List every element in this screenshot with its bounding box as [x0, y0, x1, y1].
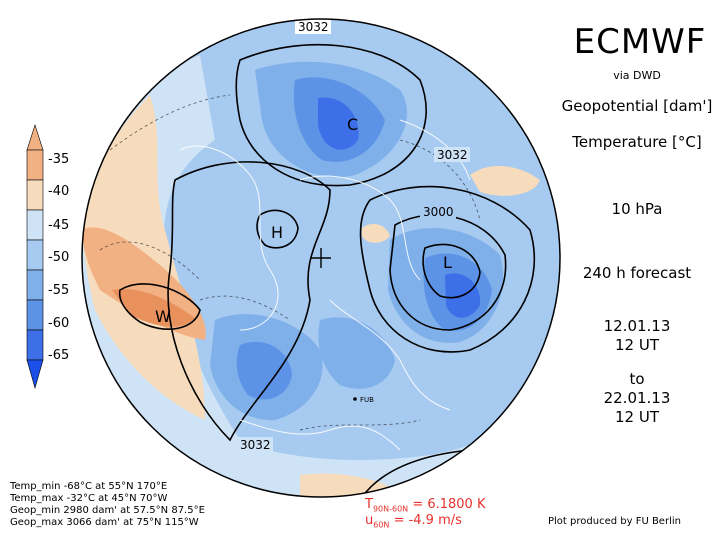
variable-geopotential: Geopotential [dam']: [561, 97, 713, 115]
legend-swatch-4: [26, 269, 44, 301]
marker-warm: W: [155, 307, 171, 326]
legend-top-arrow: [26, 124, 44, 151]
legend-swatch-6: [26, 329, 44, 361]
map-border: [81, 18, 561, 498]
fub-station-dot: [353, 397, 357, 401]
coastlines: [179, 119, 471, 451]
legend-label-0: -35: [48, 152, 70, 167]
init-time: 12 UT: [615, 336, 659, 354]
pole-marker: [311, 248, 331, 268]
t-subscript: 90N-60N: [372, 504, 409, 514]
t-symbol: T: [365, 497, 373, 512]
legend-swatch-0: [26, 149, 44, 181]
temperature-contours: [99, 94, 481, 431]
temperature-field: FUB 3032 3032 3000 3032 C H L W: [82, 19, 560, 497]
pressure-level: 10 hPa: [611, 200, 663, 218]
variable-temperature: Temperature [°C]: [572, 133, 702, 151]
legend-label-1: -40: [48, 184, 70, 199]
color-legend: [26, 124, 44, 390]
marker-high: H: [271, 223, 283, 242]
credit-label: Plot produced by FU Berlin: [548, 516, 681, 527]
legend-bottom-arrow: [26, 359, 44, 390]
contour-label-bottom: 3032: [240, 438, 271, 452]
contour-label-top: 3032: [298, 20, 329, 34]
contour-label-east: 3032: [437, 148, 468, 162]
marker-cold: C: [347, 115, 358, 134]
legend-swatch-2: [26, 209, 44, 241]
init-date: 12.01.13: [603, 317, 671, 335]
legend-label-3: -50: [48, 250, 70, 265]
source-label: via DWD: [613, 69, 661, 82]
forecast-lead: 240 h forecast: [582, 264, 692, 282]
u-symbol: u: [365, 513, 374, 528]
extremes-stats: Temp_min -68°C at 55°N 170°E Temp_max -3…: [10, 481, 205, 529]
u-subscript: 60N: [373, 520, 390, 530]
legend-label-2: -45: [48, 218, 70, 233]
legend-swatch-1: [26, 179, 44, 211]
temp-max: Temp_max -32°C at 45°N 70°W: [10, 493, 168, 504]
page-title: ECMWF: [573, 22, 707, 62]
fub-station-label: FUB: [360, 396, 374, 404]
temp-min: Temp_min -68°C at 55°N 170°E: [10, 481, 168, 492]
valid-time: 12 UT: [615, 408, 659, 426]
u-diagnostic: u60N = -4.9 m/s: [365, 513, 462, 530]
geop-max: Geop_max 3066 dam' at 75°N 115°W: [10, 517, 199, 528]
geop-min: Geop_min 2980 dam' at 57.5°N 87.5°E: [10, 505, 205, 516]
legend-label-4: -55: [48, 283, 70, 298]
legend-swatch-3: [26, 239, 44, 271]
t-value: = 6.1800 K: [412, 497, 486, 512]
contour-label-low: 3000: [423, 205, 454, 219]
t-diagnostic: T90N-60N = 6.1800 K: [365, 497, 485, 514]
valid-date: 22.01.13: [603, 389, 671, 407]
legend-label-6: -65: [48, 348, 70, 363]
legend-label-5: -60: [48, 316, 70, 331]
legend-swatch-5: [26, 299, 44, 331]
marker-low: L: [443, 253, 452, 272]
u-value: = -4.9 m/s: [393, 513, 462, 528]
to-label: to: [629, 370, 645, 388]
